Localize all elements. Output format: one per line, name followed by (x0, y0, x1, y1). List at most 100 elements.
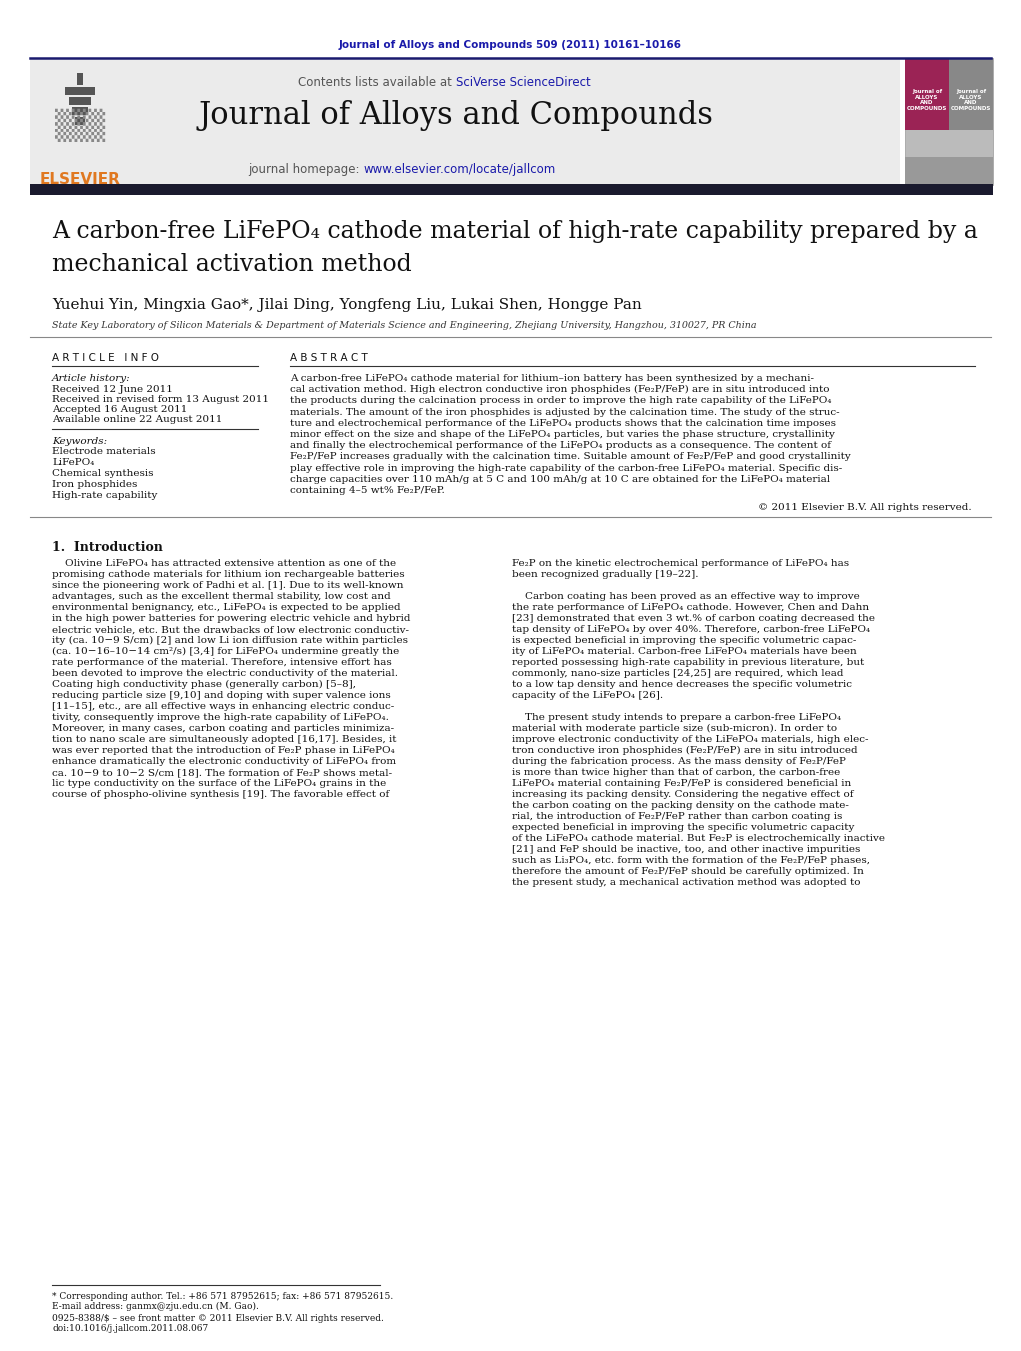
Text: the products during the calcination process in order to improve the high rate ca: the products during the calcination proc… (290, 396, 831, 405)
Text: ▒▒▒: ▒▒▒ (55, 108, 105, 142)
Text: Keywords:: Keywords: (52, 436, 107, 446)
Text: in the high power batteries for powering electric vehicle and hybrid: in the high power batteries for powering… (52, 615, 410, 623)
Text: during the fabrication process. As the mass density of Fe₂P/FeP: during the fabrication process. As the m… (512, 757, 845, 766)
Text: such as Li₃PO₄, etc. form with the formation of the Fe₂P/FeP phases,: such as Li₃PO₄, etc. form with the forma… (512, 857, 870, 865)
Text: journal homepage:: journal homepage: (248, 163, 363, 176)
Bar (69, 97, 91, 105)
Text: enhance dramatically the electronic conductivity of LiFePO₄ from: enhance dramatically the electronic cond… (52, 757, 396, 766)
Text: SciVerse ScienceDirect: SciVerse ScienceDirect (456, 76, 591, 89)
Text: cal activation method. High electron conductive iron phosphides (Fe₂P/FeP) are i: cal activation method. High electron con… (290, 385, 829, 394)
Text: therefore the amount of Fe₂P/FeP should be carefully optimized. In: therefore the amount of Fe₂P/FeP should … (512, 867, 864, 877)
Text: 0925-8388/$ – see front matter © 2011 Elsevier B.V. All rights reserved.: 0925-8388/$ – see front matter © 2011 El… (52, 1315, 384, 1323)
Text: The present study intends to prepare a carbon-free LiFePO₄: The present study intends to prepare a c… (512, 713, 841, 723)
Bar (905, 58, 993, 185)
Text: ture and electrochemical performance of the LiFePO₄ products shows that the calc: ture and electrochemical performance of … (290, 419, 836, 428)
Text: Accepted 16 August 2011: Accepted 16 August 2011 (52, 405, 188, 413)
Text: improve electronic conductivity of the LiFePO₄ materials, high elec-: improve electronic conductivity of the L… (512, 735, 869, 744)
Text: doi:10.1016/j.jallcom.2011.08.067: doi:10.1016/j.jallcom.2011.08.067 (52, 1324, 208, 1333)
Text: Received 12 June 2011: Received 12 June 2011 (52, 385, 173, 394)
Text: course of phospho-olivine synthesis [19]. The favorable effect of: course of phospho-olivine synthesis [19]… (52, 790, 389, 800)
Text: A R T I C L E   I N F O: A R T I C L E I N F O (52, 353, 159, 363)
Text: increasing its packing density. Considering the negative effect of: increasing its packing density. Consider… (512, 790, 854, 800)
Text: advantages, such as the excellent thermal stability, low cost and: advantages, such as the excellent therma… (52, 592, 391, 601)
Text: materials. The amount of the iron phosphides is adjusted by the calcination time: materials. The amount of the iron phosph… (290, 408, 839, 416)
Bar (77, 73, 83, 85)
Text: [23] demonstrated that even 3 wt.% of carbon coating decreased the: [23] demonstrated that even 3 wt.% of ca… (512, 615, 875, 623)
Text: material with moderate particle size (sub-micron). In order to: material with moderate particle size (su… (512, 724, 837, 734)
Text: containing 4–5 wt% Fe₂P/FeP.: containing 4–5 wt% Fe₂P/FeP. (290, 486, 445, 494)
Text: Journal of
ALLOYS
AND
COMPOUNDS: Journal of ALLOYS AND COMPOUNDS (951, 89, 991, 111)
Text: * Corresponding author. Tel.: +86 571 87952615; fax: +86 571 87952615.: * Corresponding author. Tel.: +86 571 87… (52, 1292, 393, 1301)
Text: © 2011 Elsevier B.V. All rights reserved.: © 2011 Elsevier B.V. All rights reserved… (759, 503, 972, 512)
Text: Yuehui Yin, Mingxia Gao*, Jilai Ding, Yongfeng Liu, Lukai Shen, Hongge Pan: Yuehui Yin, Mingxia Gao*, Jilai Ding, Yo… (52, 299, 642, 312)
Text: environmental benignancy, etc., LiFePO₄ is expected to be applied: environmental benignancy, etc., LiFePO₄ … (52, 603, 400, 612)
Text: State Key Laboratory of Silicon Materials & Department of Materials Science and : State Key Laboratory of Silicon Material… (52, 322, 757, 330)
Text: E-mail address: ganmx@zju.edu.cn (M. Gao).: E-mail address: ganmx@zju.edu.cn (M. Gao… (52, 1302, 259, 1310)
Text: Iron phosphides: Iron phosphides (52, 480, 138, 489)
Text: of the LiFePO₄ cathode material. But Fe₂P is electrochemically inactive: of the LiFePO₄ cathode material. But Fe₂… (512, 834, 885, 843)
Bar (905, 58, 949, 130)
Text: www.elsevier.com/locate/jallcom: www.elsevier.com/locate/jallcom (363, 163, 555, 176)
Bar (65, 86, 95, 95)
Bar (75, 118, 85, 126)
Text: LiFePO₄ material containing Fe₂P/FeP is considered beneficial in: LiFePO₄ material containing Fe₂P/FeP is … (512, 780, 852, 788)
Text: LiFePO₄: LiFePO₄ (52, 458, 94, 467)
Bar (72, 107, 88, 115)
Text: ca. 10−9 to 10−2 S/cm [18]. The formation of Fe₂P shows metal-: ca. 10−9 to 10−2 S/cm [18]. The formatio… (52, 769, 392, 777)
Text: [21] and FeP should be inactive, too, and other inactive impurities: [21] and FeP should be inactive, too, an… (512, 846, 861, 854)
Text: since the pioneering work of Padhi et al. [1]. Due to its well-known: since the pioneering work of Padhi et al… (52, 581, 403, 590)
Text: 1.  Introduction: 1. Introduction (52, 542, 163, 554)
Text: Contents lists available at: Contents lists available at (298, 76, 456, 89)
Text: the carbon coating on the packing density on the cathode mate-: the carbon coating on the packing densit… (512, 801, 848, 811)
Text: Available online 22 August 2011: Available online 22 August 2011 (52, 415, 223, 424)
Text: A B S T R A C T: A B S T R A C T (290, 353, 368, 363)
Text: been devoted to improve the electric conductivity of the material.: been devoted to improve the electric con… (52, 669, 398, 678)
Text: ity (ca. 10−9 S/cm) [2] and low Li ion diffusion rate within particles: ity (ca. 10−9 S/cm) [2] and low Li ion d… (52, 636, 408, 646)
Text: High-rate capability: High-rate capability (52, 490, 157, 500)
Bar (30, 184, 993, 195)
Text: Carbon coating has been proved as an effective way to improve: Carbon coating has been proved as an eff… (512, 592, 860, 601)
Text: is expected beneficial in improving the specific volumetric capac-: is expected beneficial in improving the … (512, 636, 857, 646)
Text: mechanical activation method: mechanical activation method (52, 253, 411, 276)
Text: Electrode materials: Electrode materials (52, 447, 155, 457)
Text: electric vehicle, etc. But the drawbacks of low electronic conductiv-: electric vehicle, etc. But the drawbacks… (52, 626, 409, 634)
Text: play effective role in improving the high-rate capability of the carbon-free LiF: play effective role in improving the hig… (290, 463, 842, 473)
Text: Olivine LiFePO₄ has attracted extensive attention as one of the: Olivine LiFePO₄ has attracted extensive … (52, 559, 396, 569)
Text: Fe₂P/FeP increases gradually with the calcination time. Suitable amount of Fe₂P/: Fe₂P/FeP increases gradually with the ca… (290, 453, 850, 462)
Text: Fe₂P on the kinetic electrochemical performance of LiFePO₄ has: Fe₂P on the kinetic electrochemical perf… (512, 559, 849, 569)
Text: ity of LiFePO₄ material. Carbon-free LiFePO₄ materials have been: ity of LiFePO₄ material. Carbon-free LiF… (512, 647, 857, 657)
Text: the present study, a mechanical activation method was adopted to: the present study, a mechanical activati… (512, 878, 861, 888)
Text: promising cathode materials for lithium ion rechargeable batteries: promising cathode materials for lithium … (52, 570, 404, 580)
Text: Journal of
ALLOYS
AND
COMPOUNDS: Journal of ALLOYS AND COMPOUNDS (907, 89, 947, 111)
Text: and finally the electrochemical performance of the LiFePO₄ products as a consequ: and finally the electrochemical performa… (290, 442, 831, 450)
Text: the rate performance of LiFePO₄ cathode. However, Chen and Dahn: the rate performance of LiFePO₄ cathode.… (512, 603, 869, 612)
Text: A carbon-free LiFePO₄ cathode material for lithium–ion battery has been synthesi: A carbon-free LiFePO₄ cathode material f… (290, 374, 814, 382)
Text: minor effect on the size and shape of the LiFePO₄ particles, but varies the phas: minor effect on the size and shape of th… (290, 430, 835, 439)
Text: lic type conductivity on the surface of the LiFePO₄ grains in the: lic type conductivity on the surface of … (52, 780, 386, 788)
Text: been recognized gradually [19–22].: been recognized gradually [19–22]. (512, 570, 698, 580)
Text: tron conductive iron phosphides (Fe₂P/FeP) are in situ introduced: tron conductive iron phosphides (Fe₂P/Fe… (512, 746, 858, 755)
Text: [11–15], etc., are all effective ways in enhancing electric conduc-: [11–15], etc., are all effective ways in… (52, 703, 394, 711)
Text: A carbon-free LiFePO₄ cathode material of high-rate capability prepared by a: A carbon-free LiFePO₄ cathode material o… (52, 220, 978, 243)
Text: commonly, nano-size particles [24,25] are required, which lead: commonly, nano-size particles [24,25] ar… (512, 669, 843, 678)
Text: tion to nano scale are simultaneously adopted [16,17]. Besides, it: tion to nano scale are simultaneously ad… (52, 735, 396, 744)
Text: rial, the introduction of Fe₂P/FeP rather than carbon coating is: rial, the introduction of Fe₂P/FeP rathe… (512, 812, 842, 821)
Text: tivity, consequently improve the high-rate capability of LiFePO₄.: tivity, consequently improve the high-ra… (52, 713, 389, 723)
Text: (ca. 10−16–10−14 cm²/s) [3,4] for LiFePO₄ undermine greatly the: (ca. 10−16–10−14 cm²/s) [3,4] for LiFePO… (52, 647, 399, 657)
Text: was ever reported that the introduction of Fe₂P phase in LiFePO₄: was ever reported that the introduction … (52, 746, 395, 755)
Text: ELSEVIER: ELSEVIER (40, 172, 120, 186)
Text: expected beneficial in improving the specific volumetric capacity: expected beneficial in improving the spe… (512, 823, 855, 832)
Bar (30, 58, 900, 185)
Text: Journal of Alloys and Compounds 509 (2011) 10161–10166: Journal of Alloys and Compounds 509 (201… (339, 41, 681, 50)
Bar (949, 58, 993, 130)
Text: to a low tap density and hence decreases the specific volumetric: to a low tap density and hence decreases… (512, 680, 852, 689)
Text: Moreover, in many cases, carbon coating and particles minimiza-: Moreover, in many cases, carbon coating … (52, 724, 394, 734)
Bar (905, 157, 993, 185)
Text: Article history:: Article history: (52, 374, 131, 382)
Text: capacity of the LiFePO₄ [26].: capacity of the LiFePO₄ [26]. (512, 692, 663, 700)
Text: Coating high conductivity phase (generally carbon) [5–8],: Coating high conductivity phase (general… (52, 680, 356, 689)
Text: Received in revised form 13 August 2011: Received in revised form 13 August 2011 (52, 394, 269, 404)
Text: tap density of LiFePO₄ by over 40%. Therefore, carbon-free LiFePO₄: tap density of LiFePO₄ by over 40%. Ther… (512, 626, 870, 634)
Text: Journal of Alloys and Compounds: Journal of Alloys and Compounds (198, 100, 714, 131)
Text: is more than twice higher than that of carbon, the carbon-free: is more than twice higher than that of c… (512, 769, 840, 777)
